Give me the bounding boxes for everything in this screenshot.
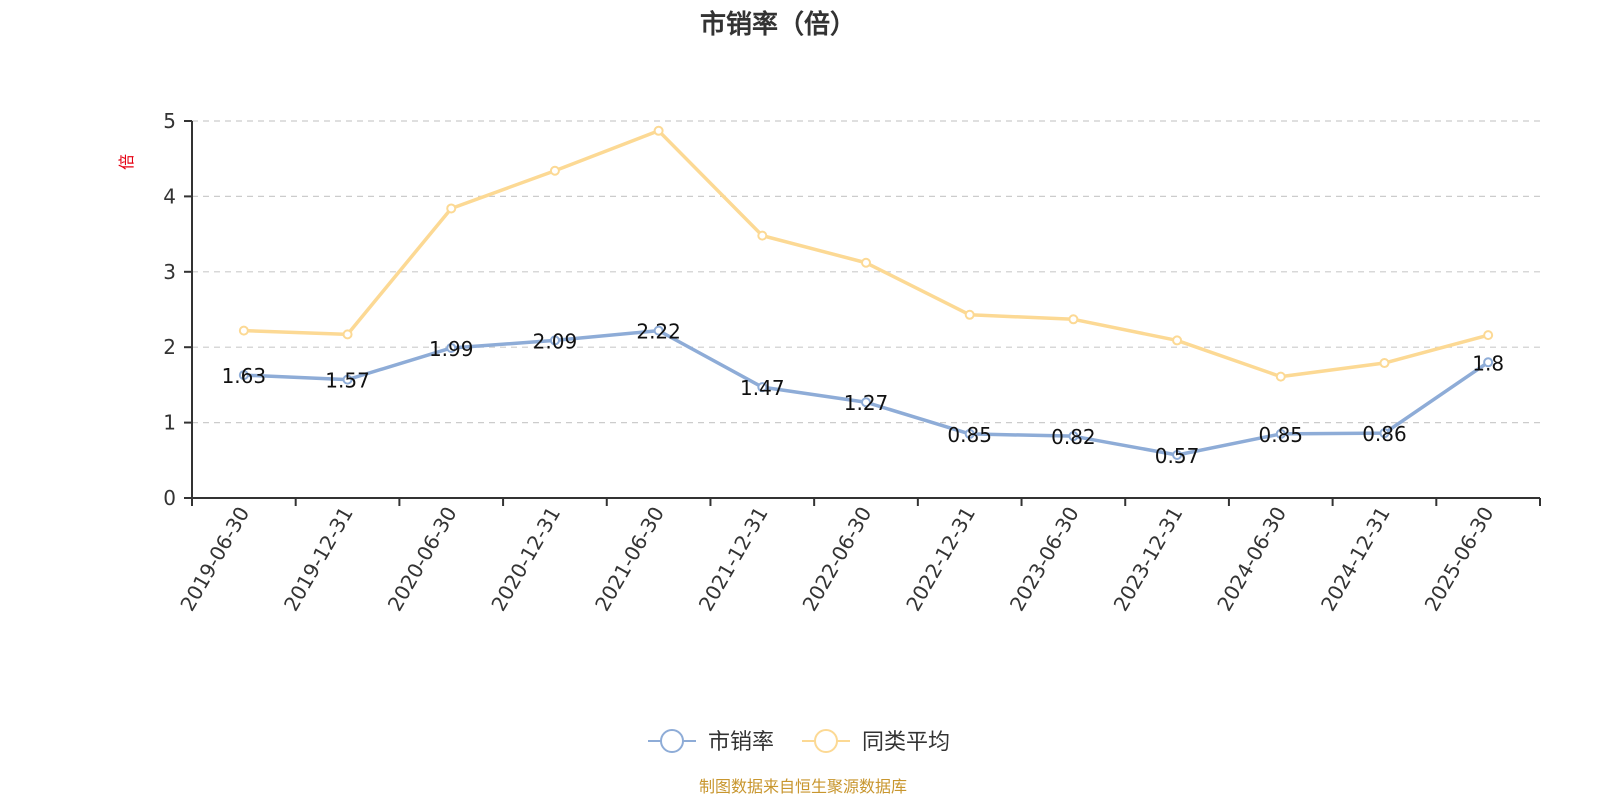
x-tick-label-8: 2023-06-30	[1005, 503, 1084, 616]
legend: 市销率 同类平均	[648, 729, 950, 755]
x-tick-label-10: 2024-06-30	[1212, 503, 1291, 616]
series-0-point-4[interactable]	[653, 325, 664, 336]
data-label-7: 0.85	[947, 423, 992, 447]
series-1-point-1[interactable]	[342, 329, 353, 340]
y-tick-label-1: 1	[163, 411, 176, 435]
source-note: 制图数据来自恒生聚源数据库	[699, 777, 907, 796]
data-label-4: 2.22	[636, 320, 681, 344]
series-1-point-9[interactable]	[1172, 335, 1183, 346]
data-label-10: 0.85	[1259, 423, 1304, 447]
series-0	[238, 325, 1494, 461]
axes: 0 1 2 3 4 5 2019-06-30 2019-12-31 2020-06-30 2020…	[163, 109, 1541, 616]
x-tick-label-7: 2022-12-31	[901, 503, 980, 616]
series-0-point-11[interactable]	[1379, 428, 1390, 439]
series-1-point-5[interactable]	[757, 230, 768, 241]
x-tick-label-5: 2021-12-31	[694, 503, 773, 616]
data-label-6: 1.27	[844, 391, 889, 415]
series-1-point-6[interactable]	[861, 257, 871, 268]
x-tick-label-12: 2025-06-30	[1420, 503, 1499, 616]
data-label-1: 1.57	[325, 369, 370, 393]
data-label-11: 0.86	[1362, 422, 1407, 446]
series-1-point-11[interactable]	[1379, 358, 1390, 369]
legend-item-1[interactable]: 同类平均	[802, 729, 950, 755]
x-tick-label-11: 2024-12-31	[1316, 503, 1395, 616]
x-tick-label-2: 2020-06-30	[383, 503, 462, 616]
x-tick-label-0: 2019-06-30	[175, 503, 254, 616]
y-tick-label-3: 3	[163, 260, 176, 284]
series-1-point-10[interactable]	[1275, 371, 1286, 382]
y-tick-label-5: 5	[163, 109, 176, 133]
legend-item-0[interactable]: 市销率	[648, 729, 774, 755]
series-1-point-4[interactable]	[653, 125, 664, 136]
series-0-point-8[interactable]	[1068, 431, 1079, 442]
series-0-point-10[interactable]	[1275, 428, 1286, 439]
series-1-point-8[interactable]	[1068, 314, 1079, 325]
series-0-point-2[interactable]	[446, 342, 457, 353]
data-label-3: 2.09	[533, 329, 578, 353]
series-1-point-12[interactable]	[1483, 330, 1494, 341]
series-layer	[238, 125, 1494, 461]
y-tick-label-2: 2	[163, 335, 176, 359]
y-tick-label-4: 4	[163, 184, 176, 208]
series-0-point-3[interactable]	[549, 335, 560, 346]
y-tick-label-0: 0	[163, 486, 176, 510]
data-label-0: 1.63	[222, 364, 267, 388]
series-1-point-2[interactable]	[446, 203, 457, 214]
legend-label-1: 同类平均	[862, 730, 950, 755]
x-tick-label-6: 2022-06-30	[797, 503, 876, 616]
x-tick-label-1: 2019-12-31	[279, 503, 358, 616]
series-0-point-9[interactable]	[1172, 450, 1183, 461]
series-0-point-7[interactable]	[964, 428, 975, 439]
series-1	[238, 125, 1494, 382]
data-label-12: 1.8	[1472, 351, 1504, 375]
data-label-5: 1.47	[740, 376, 785, 400]
series-0-point-6[interactable]	[861, 397, 871, 408]
x-tick-label-9: 2023-12-31	[1109, 503, 1188, 616]
data-label-9: 0.57	[1155, 444, 1200, 468]
series-1-point-3[interactable]	[549, 165, 560, 176]
series-1-point-0[interactable]	[238, 325, 249, 336]
series-1-point-7[interactable]	[964, 309, 975, 320]
series-0-point-1[interactable]	[342, 374, 353, 385]
x-tick-label-3: 2020-12-31	[486, 503, 565, 616]
grid-lines	[192, 120, 1540, 424]
series-0-point-12[interactable]	[1483, 357, 1494, 368]
legend-label-0: 市销率	[708, 730, 774, 755]
y-axis-label: 倍	[117, 154, 136, 170]
data-label-2: 1.99	[429, 337, 474, 361]
series-0-point-0[interactable]	[238, 370, 249, 381]
chart-title: 市销率（倍）	[700, 9, 856, 40]
data-labels: 1.63 1.57 1.99 2.09 2.22 1.47 1.27 0.85 0.82 0.57…	[222, 320, 1504, 468]
data-label-8: 0.82	[1051, 425, 1096, 449]
series-0-point-5[interactable]	[757, 382, 768, 393]
x-tick-label-4: 2021-06-30	[590, 503, 669, 616]
